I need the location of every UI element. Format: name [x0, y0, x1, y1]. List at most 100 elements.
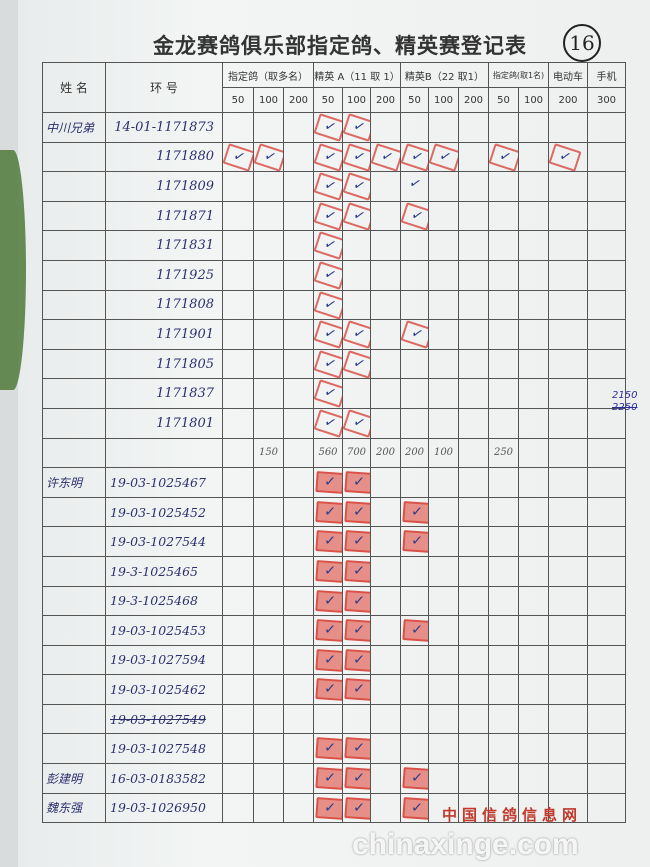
ring-number: 1171801	[105, 407, 223, 439]
entry-cell	[458, 496, 489, 528]
header-designated-single: 指定鸽(取1名)	[488, 62, 549, 88]
entry-cell: ✓	[313, 259, 343, 291]
checkmark-stamp-icon: ✓	[315, 648, 342, 672]
entry-cell	[400, 348, 429, 380]
entry-cell	[518, 200, 549, 232]
ring-number: 19-03-1027544	[105, 526, 223, 557]
entry-cell: ✓	[400, 526, 429, 557]
entry-cell	[370, 555, 401, 587]
entry-cell	[400, 259, 429, 291]
entry-cell	[283, 348, 314, 380]
entry-cell	[370, 259, 401, 291]
checkmark-stamp-icon: ✓	[315, 767, 342, 791]
subheader-9: 50	[488, 87, 519, 113]
entry-cell	[518, 703, 549, 735]
entry-cell	[253, 585, 284, 617]
checkmark-stamp-icon: ✓	[315, 559, 342, 583]
entry-cell	[587, 703, 626, 735]
owner-name: 中川兄弟	[42, 112, 106, 143]
subtotal-cell	[283, 437, 314, 469]
entry-cell	[587, 763, 626, 794]
entry-cell	[488, 467, 519, 498]
entry-cell	[488, 112, 519, 143]
ring-number: 19-3-1025465	[105, 555, 223, 587]
subtotal-cell	[222, 437, 254, 469]
entry-cell	[458, 289, 489, 321]
owner-name	[42, 348, 106, 380]
owner-name	[42, 230, 106, 261]
checkmark-stamp-icon: ✓	[314, 291, 342, 319]
entry-cell	[458, 644, 489, 676]
entry-cell: ✓	[342, 792, 371, 824]
subtotal-cell: 150	[253, 437, 284, 469]
entry-cell	[428, 496, 459, 528]
checkmark-stamp-icon: ✓	[315, 619, 342, 643]
entry-cell	[428, 200, 459, 232]
table-row: 19-03-1025452 ✓ ✓ ✓	[42, 496, 626, 528]
ring-number: 1171831	[105, 230, 223, 261]
entry-cell	[370, 112, 401, 143]
ring-number: 19-03-1025452	[105, 496, 223, 528]
subheader-5: 200	[370, 87, 401, 113]
entry-cell	[587, 467, 626, 498]
entry-cell: ✓	[342, 733, 371, 765]
entry-cell	[548, 171, 588, 202]
entry-cell	[313, 703, 343, 735]
entry-cell: ✓	[313, 467, 343, 498]
entry-cell: ✓	[313, 319, 343, 350]
table-row: 19-03-1025462 ✓ ✓	[42, 674, 626, 705]
entry-cell: ✓	[313, 674, 343, 705]
subheader-12: 300	[587, 87, 626, 113]
entry-cell: ✓	[342, 171, 371, 202]
entry-cell	[222, 585, 254, 617]
ring-number: 1171808	[105, 289, 223, 321]
entry-cell	[518, 763, 549, 794]
checkmark-stamp-icon: ✓	[343, 172, 370, 201]
entry-cell: ✓	[313, 555, 343, 587]
entry-cell: ✓	[313, 644, 343, 676]
entry-cell	[370, 792, 401, 824]
ring-number: 1171925	[105, 259, 223, 291]
entry-cell: ✓	[342, 674, 371, 705]
entry-cell	[548, 407, 588, 439]
entry-cell	[518, 171, 549, 202]
checkmark-stamp-icon: ✓	[315, 796, 342, 820]
entry-cell	[370, 378, 401, 409]
table-row: 1171805 ✓ ✓	[42, 348, 626, 380]
ring-number: 19-3-1025468	[105, 585, 223, 617]
entry-cell	[548, 289, 588, 321]
checkmark-stamp-icon: ✓	[402, 530, 428, 554]
entry-cell	[253, 733, 284, 765]
checkmark-stamp-icon: ✓	[343, 202, 370, 230]
form-title: 金龙赛鸽俱乐部指定鸽、精英赛登记表	[153, 34, 527, 58]
entry-cell	[370, 407, 401, 439]
entry-cell: ✓	[400, 319, 429, 350]
entry-cell	[458, 407, 489, 439]
entry-cell	[458, 674, 489, 705]
checkmark-stamp-icon: ✓	[371, 143, 400, 171]
checkmark-stamp-icon: ✓	[344, 471, 370, 495]
entry-cell	[458, 585, 489, 617]
entry-cell: ✓	[313, 171, 343, 202]
entry-cell	[283, 763, 314, 794]
entry-cell	[222, 674, 254, 705]
entry-cell	[283, 141, 314, 173]
entry-cell: ✓	[428, 141, 459, 173]
entry-cell	[488, 200, 519, 232]
entry-cell	[222, 112, 254, 143]
entry-cell	[253, 171, 284, 202]
ring-number: 19-03-1027549	[105, 703, 223, 735]
entry-cell	[428, 407, 459, 439]
entry-cell	[518, 289, 549, 321]
owner-name	[42, 496, 106, 528]
entry-cell	[253, 230, 284, 261]
entry-cell	[548, 230, 588, 261]
entry-cell	[283, 171, 314, 202]
checkmark-stamp-icon: ✓	[315, 530, 342, 554]
checkmark-stamp-icon: ✓	[315, 589, 342, 613]
entry-cell	[370, 289, 401, 321]
table-row: 1171901 ✓ ✓ ✓	[42, 319, 626, 350]
entry-cell	[458, 763, 489, 794]
checkmark-stamp-icon: ✓	[315, 678, 342, 702]
table-row: 19-3-1025468 ✓ ✓	[42, 585, 626, 617]
